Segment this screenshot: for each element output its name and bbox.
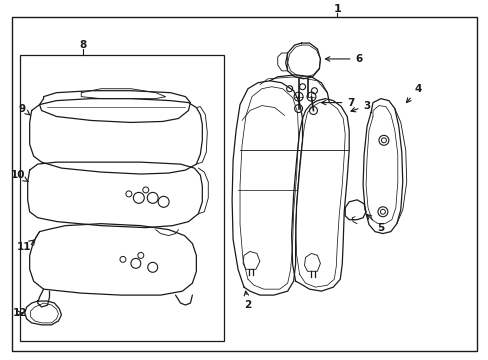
Text: 6: 6 xyxy=(325,54,362,64)
Text: 4: 4 xyxy=(406,84,422,103)
Text: 9: 9 xyxy=(18,104,30,115)
Text: 5: 5 xyxy=(366,215,384,233)
Text: 8: 8 xyxy=(80,40,87,50)
Text: 10: 10 xyxy=(10,170,28,181)
Text: 3: 3 xyxy=(350,100,370,112)
Text: 11: 11 xyxy=(17,240,34,252)
Text: 1: 1 xyxy=(333,4,341,14)
Text: 12: 12 xyxy=(13,308,27,318)
Bar xyxy=(20,55,224,341)
Text: 7: 7 xyxy=(321,98,354,108)
Text: 2: 2 xyxy=(244,291,251,310)
